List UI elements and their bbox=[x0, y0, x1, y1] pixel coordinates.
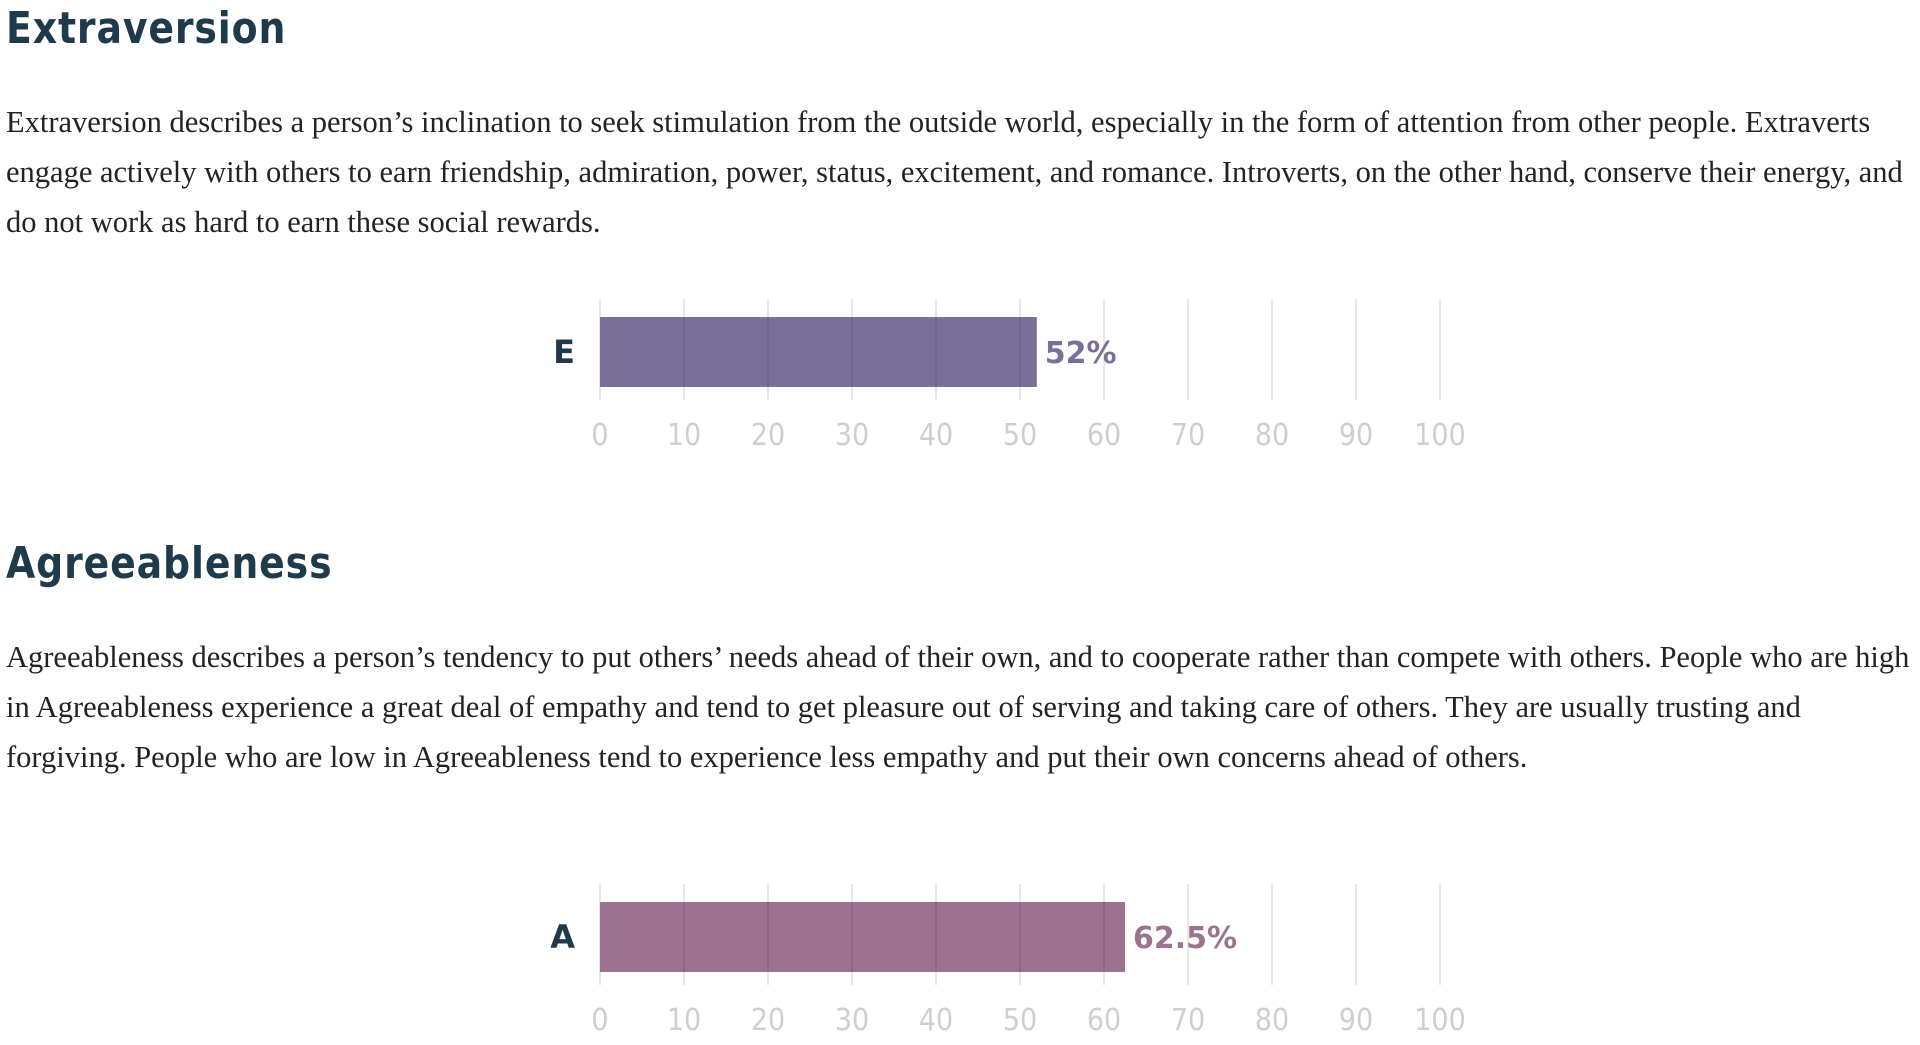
bar-category-label: E bbox=[553, 333, 575, 371]
x-tick-label: 20 bbox=[751, 1003, 785, 1038]
x-tick-label: 80 bbox=[1255, 418, 1289, 453]
agreeableness-score-chart: 0 10 20 30 40 50 60 70 80 90 100 A 62.5% bbox=[550, 884, 1466, 1038]
x-tick-label: 30 bbox=[835, 418, 869, 453]
score-bar bbox=[600, 902, 1125, 972]
trait-title: Extraversion bbox=[6, 3, 287, 54]
x-tick-label: 50 bbox=[1003, 1003, 1037, 1038]
trait-section-agreeableness: Agreeableness Agreeableness describes a … bbox=[6, 535, 1909, 1038]
bar-value-label: 62.5% bbox=[1133, 921, 1237, 956]
x-tick-label: 40 bbox=[919, 1003, 953, 1038]
x-tick-label: 10 bbox=[667, 1003, 701, 1038]
extraversion-score-chart: 0 10 20 30 40 50 60 70 80 90 100 E 52% bbox=[553, 299, 1466, 453]
x-tick-label: 0 bbox=[591, 1003, 608, 1038]
x-tick-label: 100 bbox=[1414, 1003, 1466, 1038]
score-bar bbox=[600, 317, 1037, 387]
x-tick-label: 90 bbox=[1339, 1003, 1373, 1038]
bar-category-label: A bbox=[550, 918, 575, 956]
trait-section-extraversion: Extraversion Extraversion describes a pe… bbox=[6, 0, 1906, 453]
x-tick-label: 60 bbox=[1087, 1003, 1121, 1038]
x-tick-label: 90 bbox=[1339, 418, 1373, 453]
x-tick-label: 0 bbox=[591, 418, 608, 453]
x-tick-label: 100 bbox=[1414, 418, 1466, 453]
bar-value-label: 52% bbox=[1045, 336, 1117, 371]
trait-description: Agreeableness describes a person’s tende… bbox=[6, 640, 1910, 774]
x-tick-label: 20 bbox=[751, 418, 785, 453]
x-tick-label: 70 bbox=[1171, 1003, 1205, 1038]
x-tick-label: 10 bbox=[667, 418, 701, 453]
trait-title: Agreeableness bbox=[6, 538, 333, 589]
trait-description: Extraversion describes a person’s inclin… bbox=[6, 105, 1903, 239]
x-tick-label: 40 bbox=[919, 418, 953, 453]
x-tick-label: 60 bbox=[1087, 418, 1121, 453]
x-tick-label: 80 bbox=[1255, 1003, 1289, 1038]
x-tick-label: 70 bbox=[1171, 418, 1205, 453]
x-tick-label: 30 bbox=[835, 1003, 869, 1038]
x-tick-label: 50 bbox=[1003, 418, 1037, 453]
